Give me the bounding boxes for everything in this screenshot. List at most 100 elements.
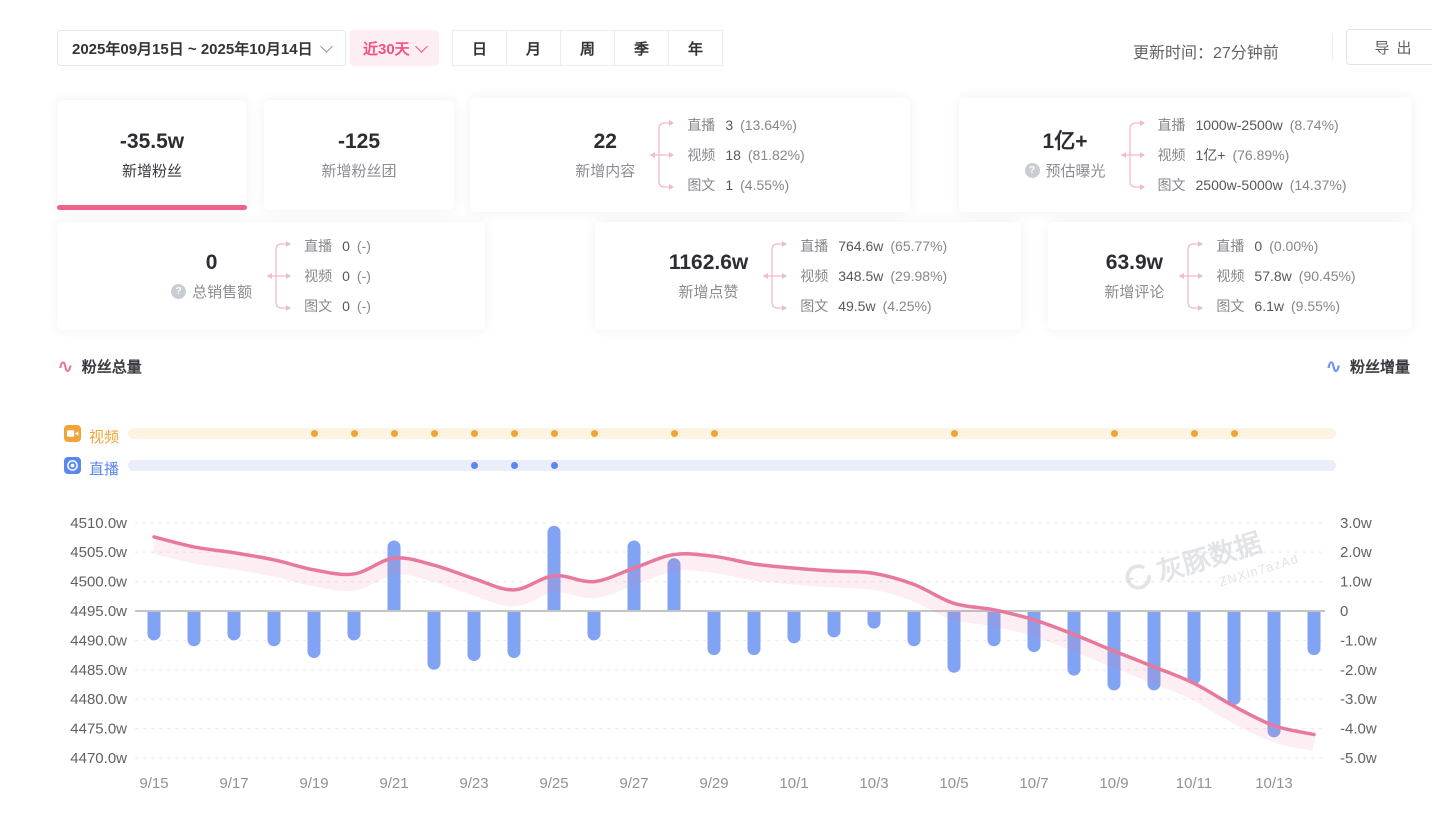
breakdown-value: 6.1w — [1254, 298, 1284, 314]
fans-delta-bar[interactable] — [787, 611, 801, 644]
fans-delta-bar[interactable] — [547, 525, 561, 611]
breakdown-bracket — [1179, 241, 1204, 311]
breakdown-value: 1 — [725, 177, 734, 193]
fans-total-line[interactable] — [152, 535, 1316, 737]
content-marker-dot[interactable] — [470, 430, 478, 437]
fans-delta-bar[interactable] — [307, 611, 321, 659]
content-marker-dot[interactable] — [1230, 430, 1238, 437]
fans-delta-bar[interactable] — [947, 611, 961, 673]
card-estimated-exposure[interactable]: 1亿+ ? 预估曝光 直播 1000w-2500w (8.74%) 视频 1亿+ (76.… — [959, 98, 1412, 212]
breakdown-value: 0 — [342, 298, 350, 314]
fans-delta-bar[interactable] — [907, 611, 921, 647]
content-marker-dot[interactable] — [470, 462, 478, 469]
tab-granularity[interactable]: 周 — [560, 30, 615, 66]
tab-granularity[interactable]: 日 — [452, 30, 507, 66]
content-marker-dot[interactable] — [310, 430, 318, 437]
right-axis-tick: -3.0w — [1340, 691, 1377, 708]
content-marker-dot[interactable] — [950, 430, 958, 437]
x-axis-tick: 9/25 — [539, 775, 568, 792]
fans-delta-bar[interactable] — [667, 558, 681, 611]
fans-delta-bar[interactable] — [1227, 611, 1241, 706]
x-axis-tick: 9/27 — [619, 775, 648, 792]
breakdown-value: 49.5w — [838, 298, 876, 314]
fans-delta-bar[interactable] — [507, 611, 521, 659]
fans-delta-bar[interactable] — [1067, 611, 1081, 676]
tab-granularity[interactable]: 季 — [614, 30, 669, 66]
breakdown-value: 57.8w — [1254, 268, 1292, 284]
content-marker-dot[interactable] — [1110, 430, 1118, 437]
fans-delta-bar[interactable] — [707, 611, 721, 656]
breakdown-row: 图文 1 (4.55%) — [687, 175, 804, 195]
card-new-likes[interactable]: 1162.6w 新增点赞 直播 764.6w (65.77%) 视频 348.5w (29… — [595, 222, 1021, 330]
breakdown-label: 直播 — [687, 117, 716, 133]
breakdown-label: 视频 — [1216, 268, 1245, 284]
content-marker-dot[interactable] — [430, 430, 438, 437]
fans-delta-bar[interactable] — [867, 611, 881, 629]
content-marker-dot[interactable] — [710, 430, 718, 437]
date-range-picker[interactable]: 2025年09月15日 ~ 2025年10月14日 — [57, 30, 346, 66]
fans-delta-bar[interactable] — [587, 611, 601, 641]
fans-delta-bar[interactable] — [267, 611, 281, 647]
breakdown-label: 视频 — [304, 268, 333, 284]
x-axis-tick: 10/9 — [1099, 775, 1128, 792]
breakdown-value: 0 — [342, 268, 350, 284]
quick-range-last30-button[interactable]: 近30天 — [350, 30, 439, 66]
breakdown-row: 图文 49.5w (4.25%) — [800, 296, 947, 316]
content-marker-dot[interactable] — [510, 430, 518, 437]
breakdown-label: 直播 — [1157, 117, 1186, 133]
content-marker-dot[interactable] — [1190, 430, 1198, 437]
card-new-comments[interactable]: 63.9w 新增评论 直播 0 (0.00%) 视频 57.8w (90.45%) 图文 6.… — [1048, 222, 1412, 330]
content-marker-dot[interactable] — [510, 462, 518, 469]
content-marker-dot[interactable] — [550, 462, 558, 469]
fans-delta-bar[interactable] — [147, 611, 161, 641]
new-likes-label: 新增点赞 — [678, 284, 739, 302]
left-axis-tick: 4500.0w — [70, 574, 127, 591]
fans-delta-bar[interactable] — [1267, 611, 1281, 738]
live-marker-track[interactable] — [128, 460, 1336, 471]
fans-delta-bar[interactable] — [187, 611, 201, 647]
content-marker-dot[interactable] — [590, 430, 598, 437]
fans-trend-chart[interactable]: 4510.0w 3.0w 4505.0w 2.0w 4500.0w 1.0w 4495.0w… — [0, 498, 1432, 818]
content-marker-dot[interactable] — [390, 430, 398, 437]
breakdown-pct: (4.25%) — [882, 298, 932, 314]
live-row-label: 直播 — [89, 461, 120, 478]
legend-fans-total[interactable]: ∿ 粉丝总量 — [57, 356, 142, 377]
breakdown-bracket — [267, 241, 292, 311]
fans-delta-bar[interactable] — [467, 611, 481, 661]
fans-delta-bar[interactable] — [427, 611, 441, 670]
fans-delta-bar[interactable] — [1187, 611, 1201, 685]
fans-delta-bar[interactable] — [1307, 611, 1321, 656]
fans-delta-bar[interactable] — [827, 611, 841, 638]
card-total-sales[interactable]: 0 ? 总销售额 直播 0 (-) 视频 0 (-) 图文 0 (-) — [57, 222, 485, 330]
content-marker-dot[interactable] — [350, 430, 358, 437]
right-axis-tick: 1.0w — [1340, 574, 1372, 591]
breakdown-value: 2500w-5000w — [1195, 177, 1283, 193]
card-new-fan-club[interactable]: -125 新增粉丝团 — [264, 100, 454, 210]
help-icon[interactable]: ? — [1024, 163, 1040, 179]
card-new-fans[interactable]: -35.5w 新增粉丝 — [57, 100, 247, 210]
fans-delta-bar[interactable] — [347, 611, 361, 641]
quick-range-label: 近30天 — [363, 40, 410, 58]
content-marker-dot[interactable] — [550, 430, 558, 437]
content-marker-dot[interactable] — [670, 430, 678, 437]
card-new-content[interactable]: 22 新增内容 直播 3 (13.64%) 视频 18 (81.82%) 图文 1 (4.55%… — [470, 98, 910, 212]
tab-granularity[interactable]: 年 — [668, 30, 723, 66]
legend-fans-delta[interactable]: ∿ 粉丝增量 — [1325, 356, 1410, 377]
fans-delta-bar[interactable] — [227, 611, 241, 641]
export-button[interactable]: 导出 — [1346, 29, 1432, 65]
breakdown-pct: (4.55%) — [740, 177, 790, 193]
breakdown-pct: (-) — [356, 298, 371, 314]
tab-granularity[interactable]: 月 — [506, 30, 561, 66]
breakdown-row: 图文 6.1w (9.55%) — [1216, 296, 1355, 316]
fans-delta-bar[interactable] — [987, 611, 1001, 647]
fans-delta-bar[interactable] — [747, 611, 761, 656]
breakdown-pct: (-) — [356, 268, 371, 284]
fans-delta-bar[interactable] — [1147, 611, 1161, 691]
breakdown-label: 直播 — [304, 238, 333, 254]
help-icon[interactable]: ? — [171, 284, 187, 300]
new-fans-label: 新增粉丝 — [121, 163, 182, 181]
estimated-exposure-breakdown: 直播 1000w-2500w (8.74%) 视频 1亿+ (76.89%) 图文 2500w… — [1158, 115, 1347, 195]
video-marker-track[interactable] — [128, 428, 1336, 439]
breakdown-label: 图文 — [800, 298, 829, 314]
fans-delta-bar[interactable] — [627, 540, 641, 611]
